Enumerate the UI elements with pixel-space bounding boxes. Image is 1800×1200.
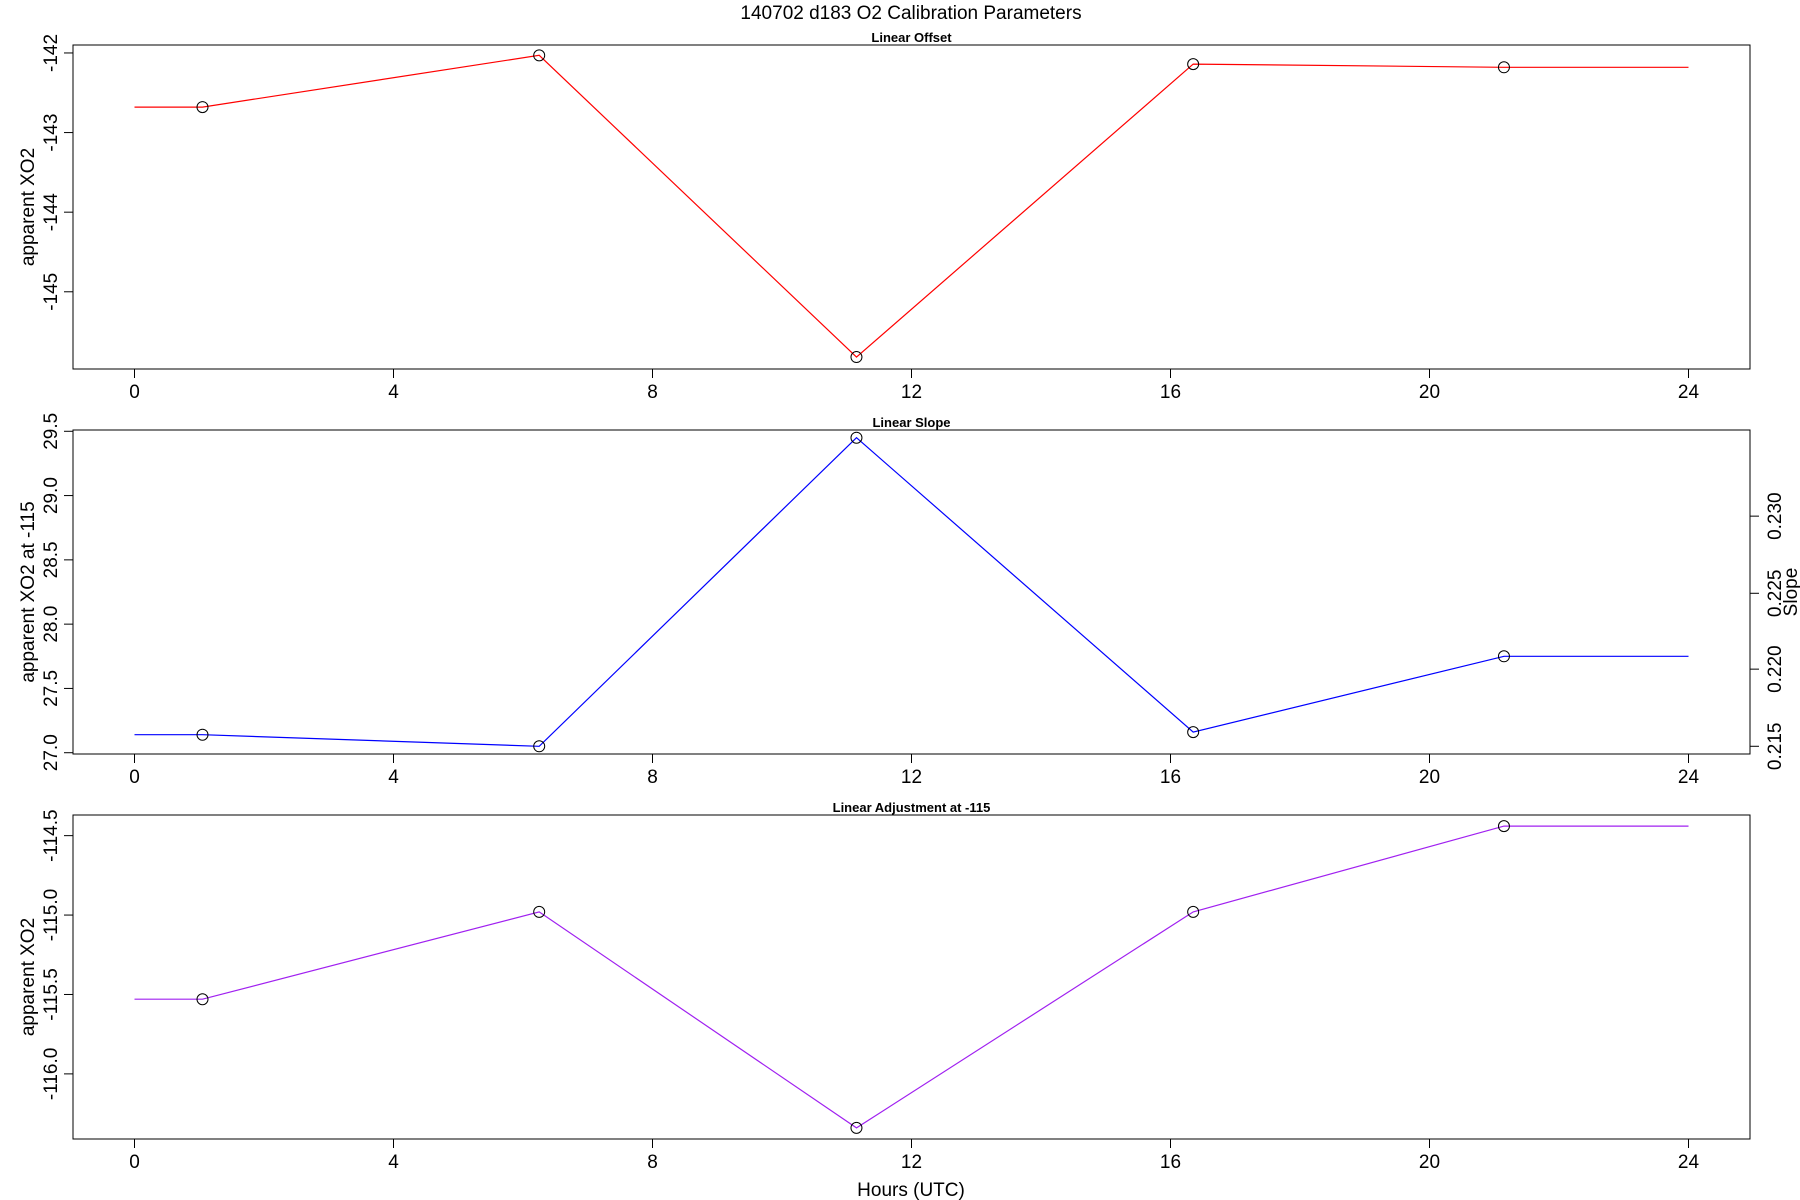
data-point	[1497, 61, 1510, 74]
y-tick-label: 27.5	[41, 670, 62, 707]
series-line	[134, 825, 1689, 1129]
x-tick-label: 0	[129, 767, 140, 788]
series-line	[134, 436, 1689, 747]
data-point	[196, 728, 209, 741]
y-tick-label: 29.5	[41, 413, 62, 450]
panel-title: Linear Adjustment at -115	[833, 800, 991, 815]
figure-title: 140702 d183 O2 Calibration Parameters	[740, 3, 1081, 24]
y-tick-label: 27.0	[41, 734, 62, 771]
y-tick-label: -142	[41, 34, 62, 72]
y2-axis-label: Slope	[1781, 568, 1800, 617]
y-tick-label: -144	[41, 193, 62, 231]
x-tick-label: 8	[647, 767, 658, 788]
panel-title: Linear Slope	[872, 415, 950, 430]
x-tick-label: 20	[1419, 767, 1440, 788]
data-point	[1187, 726, 1200, 739]
data-point	[1497, 820, 1510, 833]
x-tick-label: 24	[1678, 382, 1700, 403]
y2-tick-label: 0.225	[1765, 570, 1786, 618]
data-point	[533, 740, 546, 753]
x-tick-label: 20	[1419, 1152, 1440, 1173]
x-tick-label: 20	[1419, 382, 1440, 403]
plot-frame	[72, 44, 1751, 370]
x-tick-label: 24	[1678, 767, 1700, 788]
x-tick-label: 4	[388, 767, 399, 788]
data-point	[196, 993, 209, 1006]
y-tick-label: 28.0	[41, 606, 62, 643]
x-axis-label: Hours (UTC)	[857, 1180, 965, 1200]
x-tick-label: 16	[1160, 1152, 1181, 1173]
plot-frame	[72, 429, 1751, 755]
x-tick-label: 24	[1678, 1152, 1700, 1173]
y2-tick-label: 0.230	[1765, 492, 1786, 540]
y-axis-label: apparent XO2 at -115	[18, 501, 39, 682]
y2-tick-label: 0.215	[1765, 723, 1786, 771]
y-tick-label: -143	[41, 114, 62, 152]
x-tick-label: 4	[388, 1152, 399, 1173]
data-point	[533, 49, 546, 62]
y2-tick-label: 0.220	[1765, 645, 1786, 693]
y-tick-label: 28.5	[41, 541, 62, 578]
y-tick-label: -145	[41, 273, 62, 311]
data-point	[850, 351, 863, 364]
y-axis-label: apparent XO2	[18, 918, 39, 1036]
y-tick-label: 29.0	[41, 477, 62, 514]
panel-1: Linear Offset 0 4 8 12 16 20 24 -142 -143 -144 -145…	[18, 30, 1751, 403]
x-tick-label: 12	[901, 767, 922, 788]
x-tick-label: 4	[388, 382, 399, 403]
x-tick-label: 8	[647, 1152, 658, 1173]
y-tick-label: -116.0	[41, 1048, 62, 1100]
y-axis-label: apparent XO2	[18, 148, 39, 266]
y-tick-label: -115.0	[41, 889, 62, 941]
x-tick-label: 0	[129, 1152, 140, 1173]
data-point	[196, 101, 209, 114]
data-point	[533, 905, 546, 918]
plot-frame	[72, 814, 1751, 1140]
data-point	[850, 1121, 863, 1134]
x-tick-label: 8	[647, 382, 658, 403]
series-line	[134, 54, 1689, 358]
data-point	[1187, 58, 1200, 71]
y-tick-label: -114.5	[41, 809, 62, 861]
data-point	[1187, 905, 1200, 918]
panel-title: Linear Offset	[871, 30, 952, 45]
data-point	[1497, 650, 1510, 663]
x-tick-label: 16	[1160, 382, 1181, 403]
y-tick-label: -115.5	[41, 968, 62, 1020]
x-tick-label: 0	[129, 382, 140, 403]
data-point	[850, 431, 863, 444]
x-tick-label: 16	[1160, 767, 1181, 788]
x-tick-label: 12	[901, 1152, 922, 1173]
panel-2: Linear Slope 0 4 8 12 16 20 24 27.0 27.5 28.0 28.5 2…	[18, 413, 1800, 788]
x-tick-label: 12	[901, 382, 922, 403]
panel-3: Linear Adjustment at -115 0 4 8 12 16 20 24 -114…	[18, 800, 1751, 1173]
